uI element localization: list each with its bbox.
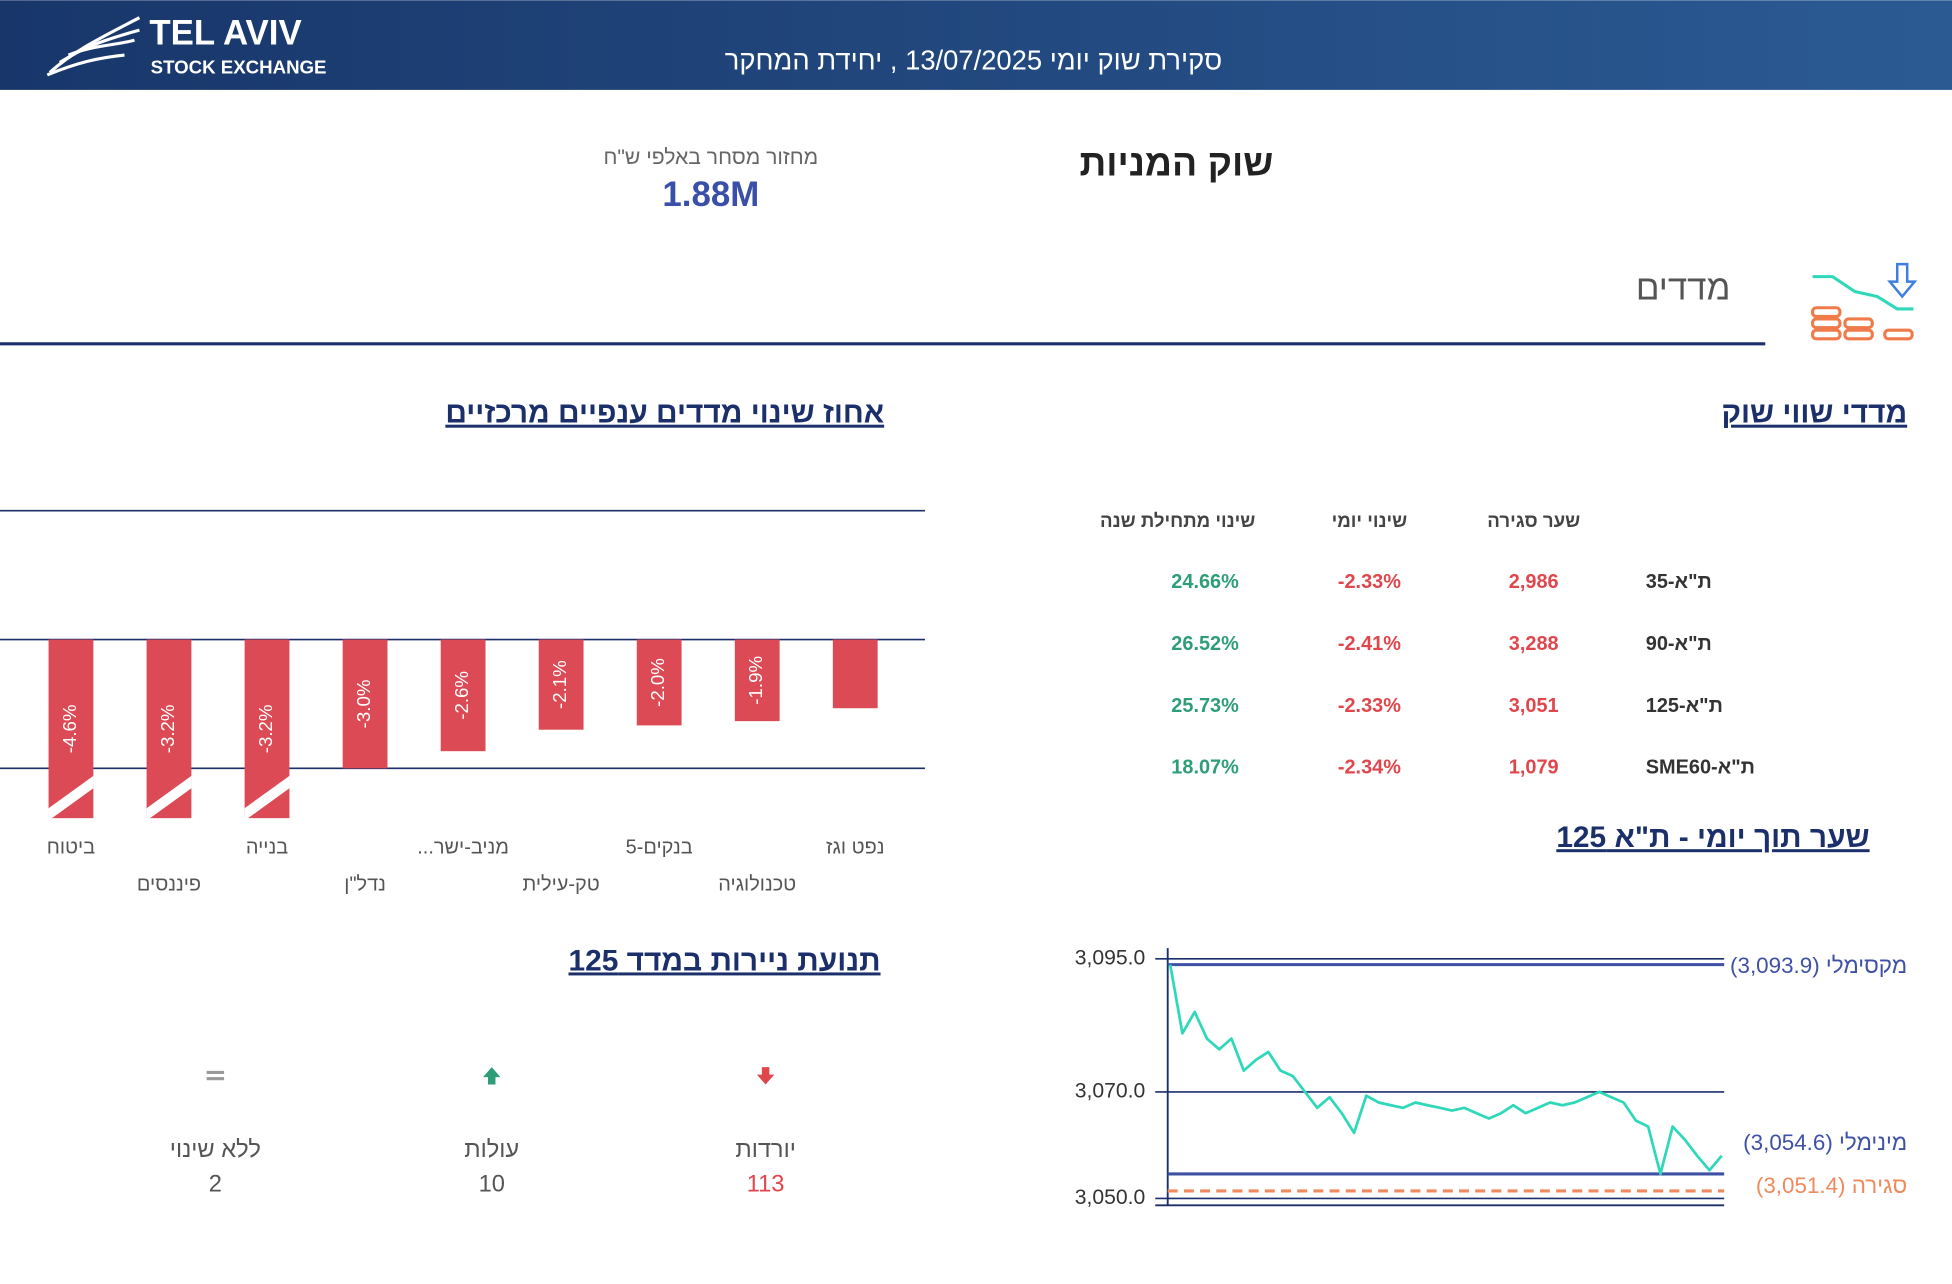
x-tick-label: פיננסים: [137, 874, 201, 896]
icon-line: [1812, 275, 1914, 311]
bar: [734, 639, 780, 722]
breadth-value: 2: [209, 1172, 222, 1198]
icon-coin: [1811, 328, 1842, 341]
header-bar: [0, 0, 1952, 90]
reference-label: מינימלי (3,054.6): [1743, 1130, 1907, 1155]
break-mark: [244, 775, 290, 821]
kpi-value: 1.88M: [662, 175, 759, 214]
table-title: מדדי שווי שוק: [1721, 397, 1907, 430]
reference-label: סגירה (3,051.4): [1756, 1173, 1907, 1198]
table-cell: 3,051: [1509, 695, 1559, 717]
x-tick-label: טכנולוגיה: [718, 874, 796, 896]
icon-coin: [1843, 328, 1874, 341]
logo-subname: STOCK EXCHANGE: [151, 57, 327, 78]
up-arrow-icon: [483, 1067, 501, 1085]
down-arrow-icon: [756, 1067, 775, 1085]
value-label: -2.6%: [451, 671, 472, 720]
header-title: סקירת שוק יומי 13/07/2025 , יחידת המחקר: [725, 45, 1223, 76]
x-tick-label: בנקים-5: [626, 836, 693, 858]
bar: [342, 639, 388, 769]
break-mark: [146, 775, 192, 821]
table-cell: 1,079: [1509, 757, 1559, 779]
table-cell: -2.34%: [1338, 757, 1401, 779]
indices-heading: מדדים: [1636, 269, 1731, 308]
x-tick-label: בנייה: [246, 836, 288, 858]
breadth-title: תנועת ניירות במדד 125: [569, 944, 881, 977]
value-label: -2.0%: [647, 658, 668, 707]
x-tick-label: נפט וגז: [826, 836, 884, 858]
table-cell: -2.33%: [1338, 571, 1401, 593]
equal-icon: [206, 1077, 225, 1081]
value-label: -3.2%: [255, 704, 276, 753]
index-name: ת"א-35: [1646, 571, 1712, 593]
x-tick-label: ביטוח: [47, 836, 95, 858]
y-tick-label: 3,050.0: [1075, 1186, 1146, 1209]
bar: [636, 639, 682, 726]
x-tick-label: מניב-ישר...: [417, 836, 509, 858]
logo-name: TEL AVIV: [149, 13, 301, 52]
table-cell: -2.33%: [1338, 695, 1401, 717]
y-tick-label: 3,070.0: [1075, 1079, 1146, 1102]
breadth-value: 10: [479, 1172, 505, 1198]
bar: [538, 639, 584, 730]
logo-stroke: [67, 38, 135, 57]
breadth-value: 113: [747, 1172, 785, 1198]
breadth-icons: [206, 1067, 775, 1085]
column-header: שינוי מתחילת שנה: [1100, 510, 1255, 531]
index-name: ת"א-125: [1646, 695, 1723, 717]
icon-coin: [1811, 317, 1842, 330]
table-cell: 26.52%: [1171, 633, 1239, 655]
table-cell: 2,986: [1509, 571, 1559, 593]
breadth-label: ללא שינוי: [170, 1137, 261, 1163]
price-line: [1168, 964, 1723, 1176]
chart-title: שער תוך יומי - ת"א 125: [1556, 821, 1869, 854]
table-cell: -2.41%: [1338, 633, 1401, 655]
reference-label: מקסימלי (3,093.9): [1730, 953, 1907, 978]
kpi-label: מחזור מסחר באלפי ש"ח: [603, 146, 818, 169]
index-name: ת"א-90: [1646, 633, 1712, 655]
bar: [440, 639, 486, 752]
icon-coins: [1811, 306, 1914, 341]
value-label: -1.9%: [745, 656, 766, 705]
y-tick-label: 3,095.0: [1075, 946, 1146, 969]
table-cell: 25.73%: [1171, 695, 1239, 717]
indices-icon: [1811, 262, 1918, 341]
bar: [832, 639, 878, 709]
logo-stroke: [58, 28, 140, 64]
value-label: -2.1%: [549, 660, 570, 709]
x-tick-label: טק-עילית: [523, 874, 600, 896]
table-cell: 18.07%: [1171, 757, 1239, 779]
icon-coin: [1843, 317, 1874, 330]
breadth-label: עולות: [464, 1137, 519, 1163]
chart-title: אחוז שינוי מדדים ענפיים מרכזיים: [445, 397, 884, 430]
value-label: -4.6%: [59, 704, 80, 753]
value-label: -3.0%: [353, 680, 374, 729]
value-label: -3.2%: [157, 704, 178, 753]
icon-coin: [1811, 306, 1842, 319]
logo-mark: [46, 16, 141, 77]
logo-stroke: [46, 53, 125, 77]
icon-arrow: [1887, 262, 1918, 299]
x-tick-label: נדל"ן: [344, 874, 386, 896]
column-header: שינוי יומי: [1332, 510, 1408, 531]
index-name: ת"א-SME60: [1646, 757, 1755, 779]
section-title: שוק המניות: [1080, 142, 1274, 184]
breadth-label: יורדות: [735, 1137, 796, 1163]
break-mark: [48, 775, 94, 821]
table-cell: 3,288: [1509, 633, 1559, 655]
icon-coin: [1883, 328, 1914, 341]
column-header: שער סגירה: [1487, 510, 1580, 531]
logo-stroke: [48, 16, 141, 74]
equal-icon: [206, 1070, 225, 1074]
table-cell: 24.66%: [1171, 571, 1239, 593]
